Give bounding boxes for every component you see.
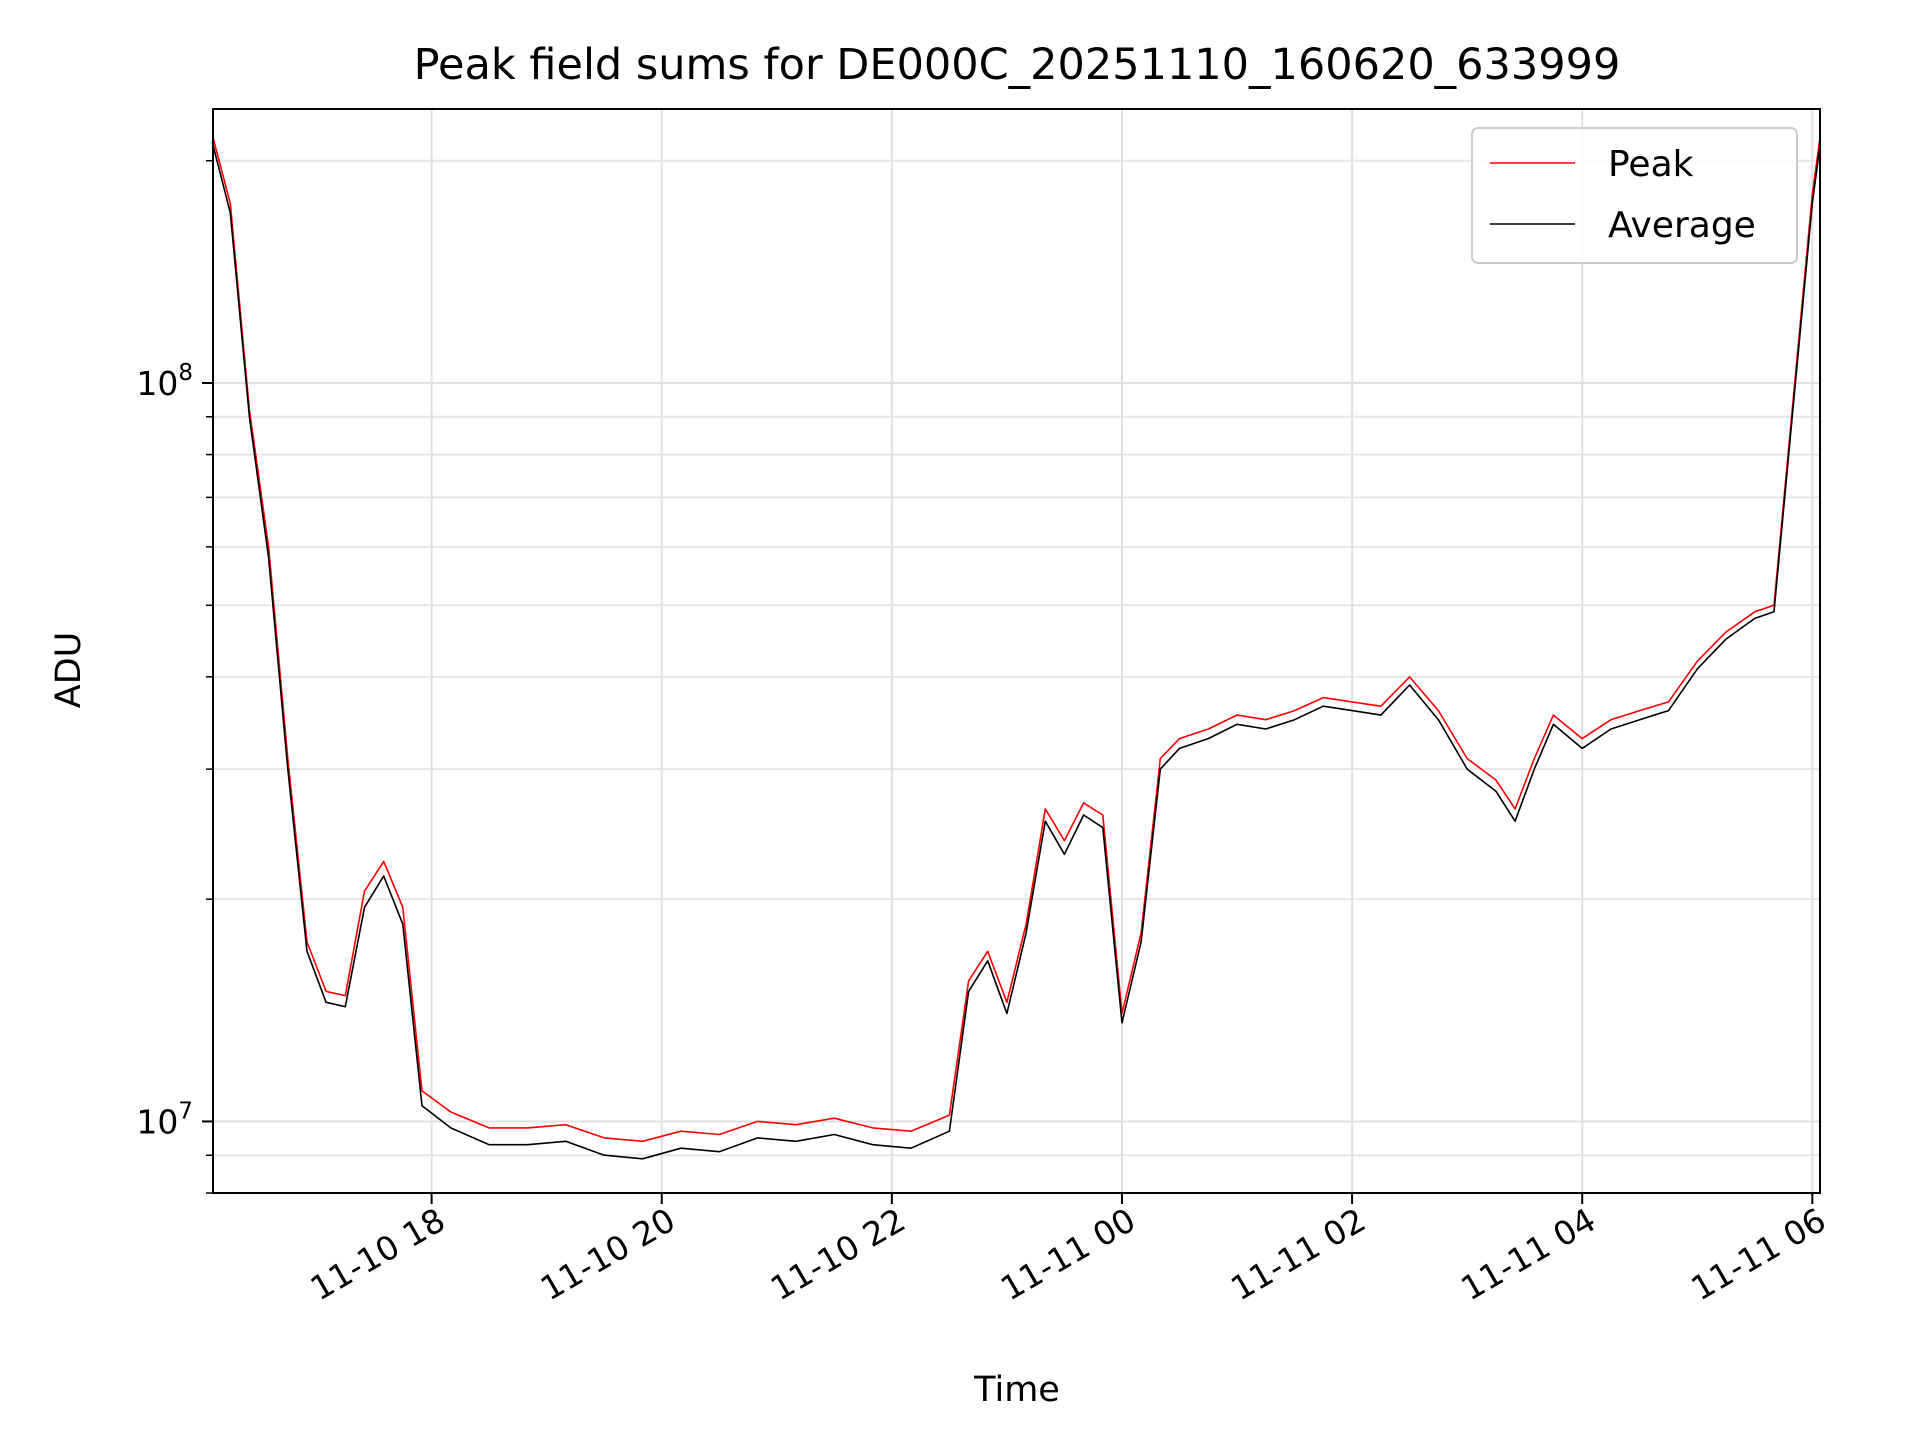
y-tick-label: 107 xyxy=(136,1098,193,1141)
legend-box xyxy=(1471,127,1798,264)
plot-series xyxy=(212,137,1821,1160)
series-line-peak xyxy=(212,137,1821,1143)
x-axis-title: Time xyxy=(973,1370,1060,1410)
x-tick-label: 11-11 06 xyxy=(1684,1200,1832,1308)
plot-frame xyxy=(212,108,1821,1194)
legend-label-peak: Peak xyxy=(1608,144,1694,185)
x-tick-label: 11-10 18 xyxy=(304,1200,452,1308)
legend: Peak Average xyxy=(1471,127,1798,264)
x-tick-label: 11-10 20 xyxy=(534,1200,682,1308)
x-tick-label: 11-11 04 xyxy=(1454,1200,1602,1308)
x-tick-label: 11-10 22 xyxy=(764,1200,912,1308)
grid xyxy=(213,109,1820,1194)
legend-label-average: Average xyxy=(1608,205,1756,246)
series-line-average xyxy=(212,144,1821,1160)
x-tick-label: 11-11 00 xyxy=(994,1200,1142,1308)
x-tick-label: 11-11 02 xyxy=(1224,1200,1372,1308)
chart-title: Peak field sums for DE000C_20251110_1606… xyxy=(414,40,1621,90)
y-tick-label: 108 xyxy=(136,360,193,403)
y-axis-title: ADU xyxy=(49,632,89,709)
